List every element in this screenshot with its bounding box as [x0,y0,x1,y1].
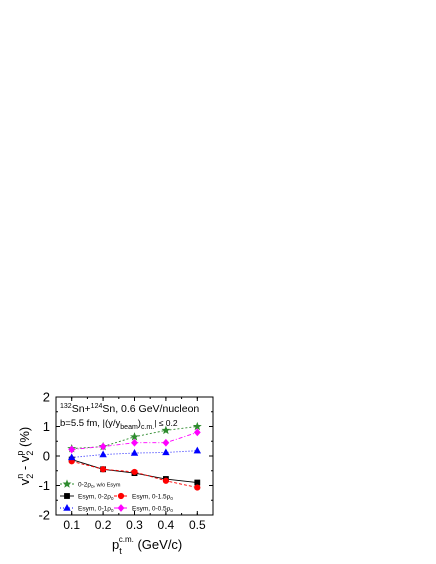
y-tick-label: 0 [43,449,50,464]
legend-label: Esym, 0-1.5ρ0 [132,494,173,502]
series-2 [68,458,201,491]
data-point [193,446,202,454]
legend-label: Esym, 0-2ρ0 [78,494,114,502]
series-4 [68,428,201,454]
legend-entry: 0-2ρ0, w/o Esym [60,479,121,490]
data-point [192,421,202,431]
mass-b: 124 [91,403,103,410]
legend-marker [64,493,70,499]
legend-entry: Esym, 0-2ρ0 [60,493,114,501]
series-3 [67,446,202,461]
data-point [131,468,138,476]
beam-sub: beam [120,424,138,431]
y-tick-label: 2 [43,390,50,405]
impact-text: b=5.5 fm, |(y/y [60,418,121,429]
impact-annotation: b=5.5 fm, |(y/ybeam)c.m.| ≤ 0.2 [60,418,178,431]
x-tick-label: 0.2 [95,518,112,532]
x-axis-label: ptc.m. (GeV/c) [112,535,182,556]
series-layer [67,421,202,491]
data-point [68,445,76,454]
legend-marker [117,492,125,500]
legend-entry: Esym, 0-0.5ρ0 [114,504,173,514]
legend-marker [63,503,71,511]
legend: 0-2ρ0, w/o Esym Esym, 0-2ρ0 Esym, 0-1.5ρ0 E… [60,479,173,514]
data-point [161,425,171,435]
data-point [193,428,201,437]
impact-close: ) [138,418,141,429]
impact-cut: | ≤ 0.2 [154,418,178,428]
x-tick-label: 0.1 [63,518,80,532]
x-tick-label: 0.5 [189,518,206,532]
data-point [131,438,138,447]
series-line [71,450,198,458]
series-line [71,460,198,488]
data-point [194,484,201,491]
axis-ticks [55,396,214,516]
cm-sub: c.m. [141,424,154,431]
legend-label: Esym, 0-0.5ρ0 [132,506,173,514]
y-axis-label: vn2 - vp2 (%) [15,427,35,485]
legend-entry: Esym, 0-1.5ρ0 [114,492,173,502]
legend-label: 0-2ρ0, w/o Esym [78,482,121,490]
reaction-annotation: 132Sn+124Sn, 0.6 GeV/nucleon [60,403,199,415]
data-point [162,448,170,456]
data-point [99,450,107,458]
y-tick-labels: -2 -1 0 1 2 [38,390,50,523]
data-point [99,442,107,451]
y-tick-label: 1 [43,419,50,434]
nucleus-b: Sn, 0.6 GeV/nucleon [102,403,199,415]
x-tick-label: 0.3 [126,518,143,532]
data-point [130,432,139,441]
data-point [194,479,201,486]
legend-marker [62,479,72,488]
data-point [99,466,107,473]
y-tick-label: -2 [38,508,50,523]
legend-label: Esym, 0-1ρ0 [78,506,114,514]
x-tick-label: 0.4 [158,518,175,532]
x-tick-labels: 0.1 0.2 0.3 0.4 0.5 [63,518,206,532]
nucleus-a: Sn+ [72,403,91,415]
mass-a: 132 [60,403,72,410]
y-tick-label: -1 [38,478,50,493]
data-point [130,449,139,456]
legend-marker [117,504,125,512]
data-point [162,477,169,484]
data-point [162,438,170,447]
legend-entry: Esym, 0-1ρ0 [60,503,114,514]
data-point [67,453,76,461]
